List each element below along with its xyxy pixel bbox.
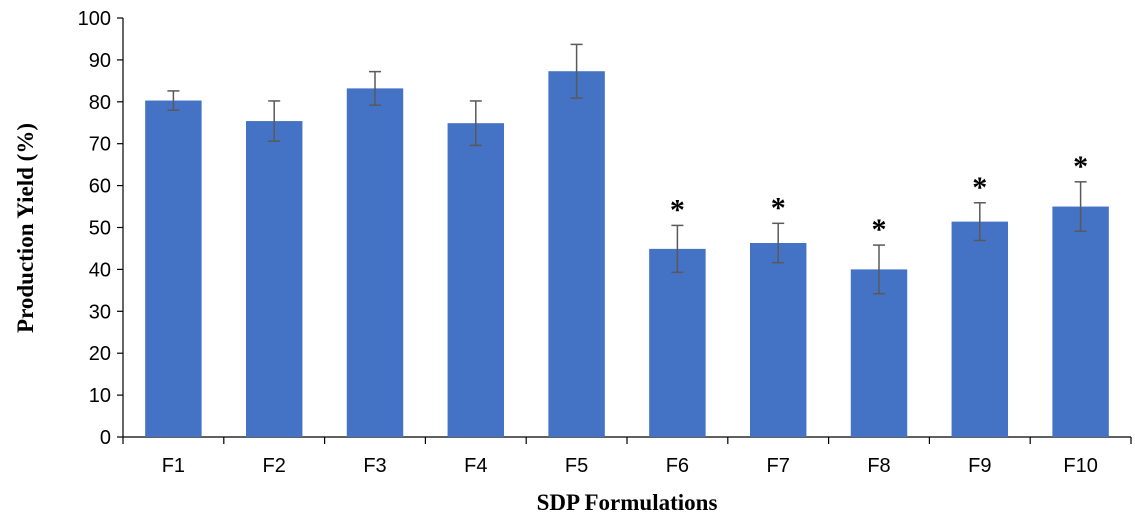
bar-F10 — [1052, 206, 1109, 437]
significance-mark-F9: * — [972, 171, 987, 204]
x-tick-label-F4: F4 — [464, 455, 487, 477]
x-tick-label-F5: F5 — [565, 455, 588, 477]
x-tick-label-F7: F7 — [767, 455, 790, 477]
bars — [145, 71, 1109, 437]
y-tick-label: 10 — [89, 385, 111, 407]
y-tick-label: 20 — [89, 343, 111, 365]
x-tick-label-F9: F9 — [968, 455, 991, 477]
error-bars — [167, 43, 1087, 295]
y-tick-label: 80 — [89, 92, 111, 114]
y-tick-label: 60 — [89, 176, 111, 198]
significance-mark-F8: * — [872, 213, 887, 246]
bar-F2 — [245, 121, 303, 437]
bar-F3 — [346, 88, 404, 437]
x-tick-label-F1: F1 — [162, 455, 185, 477]
bar-F9 — [951, 221, 1009, 437]
significance-mark-F10: * — [1073, 150, 1088, 183]
bar-F1 — [145, 100, 202, 437]
y-axis-title: Production Yield (%) — [13, 123, 38, 333]
y-tick-label: 70 — [89, 134, 111, 156]
x-tick-label-F8: F8 — [867, 455, 890, 477]
x-axis-title: SDP Formulations — [537, 490, 718, 515]
x-tick-label-F10: F10 — [1063, 455, 1097, 477]
x-tick-label-F3: F3 — [363, 455, 386, 477]
bar-F6 — [649, 248, 706, 437]
y-tick-label: 50 — [89, 218, 111, 240]
labels: 0 10 20 30 40 50 60 70 80 90 100 F1 F2 F3 F4 F5 * F6 * F7 * F… — [78, 8, 1098, 477]
bar-F4 — [447, 123, 505, 437]
y-tick-label: 40 — [89, 259, 111, 281]
y-tick-label: 0 — [100, 427, 111, 449]
significance-mark-F6: * — [670, 193, 685, 226]
bar-F7 — [749, 243, 807, 437]
y-tick-label: 100 — [78, 8, 111, 30]
bar-F8 — [850, 269, 908, 437]
y-tick-label: 30 — [89, 301, 111, 323]
x-tick-label-F2: F2 — [263, 455, 286, 477]
significance-mark-F7: * — [771, 191, 786, 224]
y-tick-label: 90 — [89, 50, 111, 72]
x-tick-label-F6: F6 — [666, 455, 689, 477]
bar-F5 — [548, 71, 605, 437]
